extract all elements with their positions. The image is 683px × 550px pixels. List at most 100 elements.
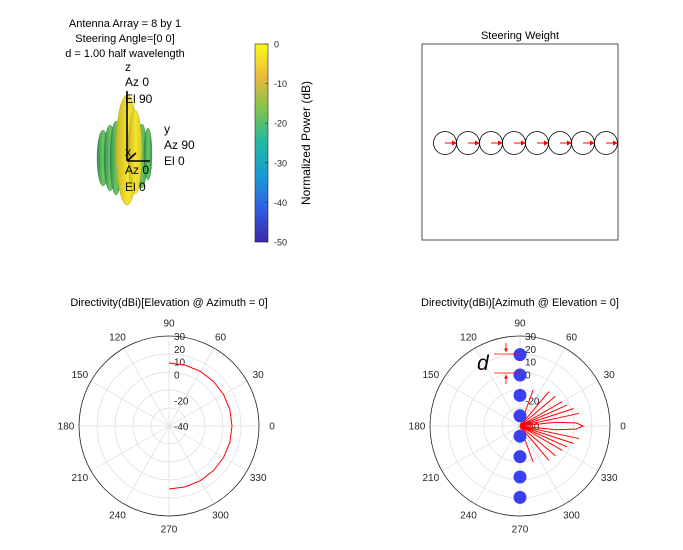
colorbar-tick-label: -10 (274, 79, 287, 89)
z-axis-label: z (125, 60, 131, 74)
polar-angle-label: 60 (215, 332, 227, 343)
spacing-annotation: d (477, 343, 519, 384)
polar-radial-label: 10 (174, 358, 186, 369)
colorbar-tick-label: 0 (274, 40, 279, 50)
elevation-polar-plot: Directivity(dBi)[Elevation @ Azimuth = 0… (58, 297, 276, 536)
array-element-marker (513, 388, 527, 402)
colorbar-gradient (254, 43, 269, 243)
x-axis-az: Az 0 (125, 163, 149, 177)
polar-angle-label: 240 (460, 511, 477, 522)
polar-series-line (168, 362, 233, 490)
polar-angle-label: 270 (161, 525, 178, 536)
steering-elements (433, 131, 618, 155)
array-element-marker (513, 368, 527, 382)
x-axis-el: El 0 (125, 180, 146, 194)
azimuth-polar-plot: Directivity(dBi)[Azimuth @ Elevation = 0… (409, 297, 627, 536)
array-element-marker (513, 450, 527, 464)
polar-grid-spoke (123, 347, 170, 427)
polar-title-elevation: Directivity(dBi)[Elevation @ Azimuth = 0… (70, 297, 267, 309)
polar-angle-label: 0 (269, 422, 275, 433)
polar-grid-spoke (168, 425, 248, 472)
colorbar-tick-label: -50 (274, 238, 287, 248)
array-element-marker (513, 490, 527, 504)
polar-angle-label: 150 (422, 370, 439, 381)
colorbar: 0 -10 -20 -30 -40 -50 Normalized Power (dB) (254, 40, 313, 248)
array-element-marker (513, 429, 527, 443)
polar-angle-label: 300 (212, 511, 229, 522)
steering-title: Steering Weight (481, 30, 559, 42)
z-axis-el: El 90 (125, 92, 153, 106)
polar-grid-spoke (474, 425, 521, 505)
polar-grid-spoke (441, 425, 521, 472)
colorbar-tick-label: -20 (274, 119, 287, 129)
polar-angle-label: 330 (250, 473, 267, 484)
polar-angle-label: 330 (601, 473, 618, 484)
polar-grid-spoke (474, 347, 521, 427)
array-element-markers (513, 348, 527, 504)
y-axis-label: y (164, 122, 170, 136)
polar-grid-spoke (168, 425, 215, 505)
polar-grid-spoke (90, 380, 170, 427)
polar-grid-elevation (78, 335, 260, 517)
polar-angle-label: 120 (460, 332, 477, 343)
colorbar-tick-label: -30 (274, 158, 287, 168)
polar-series-line (519, 389, 585, 463)
polar-radial-label: -20 (525, 396, 540, 407)
polar-grid-spoke (168, 347, 215, 427)
polar-radial-label: 20 (174, 345, 186, 356)
polar-angle-label: 60 (566, 332, 578, 343)
antenna-pattern-panel: Antenna Array = 8 by 1 Steering Angle=[0… (65, 18, 195, 206)
polar-radial-label: 30 (525, 332, 537, 343)
polar-radial-label: 0 (174, 371, 180, 382)
polar-series-azimuth (519, 389, 585, 463)
polar-outer-ring (78, 335, 260, 517)
polar-outer-ring (429, 335, 611, 517)
colorbar-label: Normalized Power (dB) (299, 81, 313, 205)
array-element-marker (513, 409, 527, 423)
antenna-title-line-3: d = 1.00 half wavelength (65, 48, 185, 60)
steering-weight-panel: Steering Weight (421, 30, 619, 241)
z-axis-az: Az 0 (125, 75, 149, 89)
antenna-title-line-1: Antenna Array = 8 by 1 (69, 18, 181, 30)
y-axis-el: El 0 (164, 154, 185, 168)
colorbar-tick-label: -40 (274, 198, 287, 208)
polar-angle-label: 150 (71, 370, 88, 381)
polar-series-elevation (168, 362, 233, 490)
polar-labels-elevation: 0 30 60 90 120 150 180 210 240 270 300 330 30 20 10 0 -2… (58, 319, 276, 536)
spacing-label: d (477, 352, 490, 375)
y-axis-az: Az 90 (164, 138, 195, 152)
polar-grid-spoke (441, 380, 521, 427)
polar-grid-spoke (123, 425, 170, 505)
polar-title-azimuth: Directivity(dBi)[Azimuth @ Elevation = 0… (421, 297, 619, 309)
polar-angle-label: 240 (109, 511, 126, 522)
polar-angle-label: 90 (514, 319, 526, 330)
polar-grid-spoke (519, 347, 566, 427)
polar-grid-spoke (90, 425, 170, 472)
polar-angle-label: 210 (422, 473, 439, 484)
polar-radial-label: 20 (525, 345, 537, 356)
antenna-title-line-2: Steering Angle=[0 0] (75, 33, 174, 45)
polar-angle-label: 30 (604, 370, 616, 381)
polar-grid-spoke (519, 425, 566, 505)
x-axis-label: x (125, 145, 131, 159)
array-element-marker (513, 470, 527, 484)
polar-angle-label: 180 (58, 422, 75, 433)
polar-radial-label: 10 (525, 358, 537, 369)
polar-angle-label: 270 (512, 525, 529, 536)
polar-grid-spoke (168, 380, 248, 427)
polar-angle-label: 90 (163, 319, 175, 330)
polar-angle-label: 120 (109, 332, 126, 343)
polar-angle-label: 30 (253, 370, 265, 381)
array-element-marker (513, 348, 527, 362)
colorbar-ticks: 0 -10 -20 -30 -40 -50 (265, 40, 287, 248)
polar-angle-label: 210 (71, 473, 88, 484)
polar-radial-label: 30 (174, 332, 186, 343)
polar-radial-label: 0 (525, 371, 531, 382)
pattern-3d-shape (96, 91, 153, 206)
polar-angle-label: 180 (409, 422, 426, 433)
polar-angle-label: 300 (563, 511, 580, 522)
polar-radial-label: -20 (174, 396, 189, 407)
polar-radial-label: -40 (174, 422, 189, 433)
polar-angle-label: 0 (620, 422, 626, 433)
